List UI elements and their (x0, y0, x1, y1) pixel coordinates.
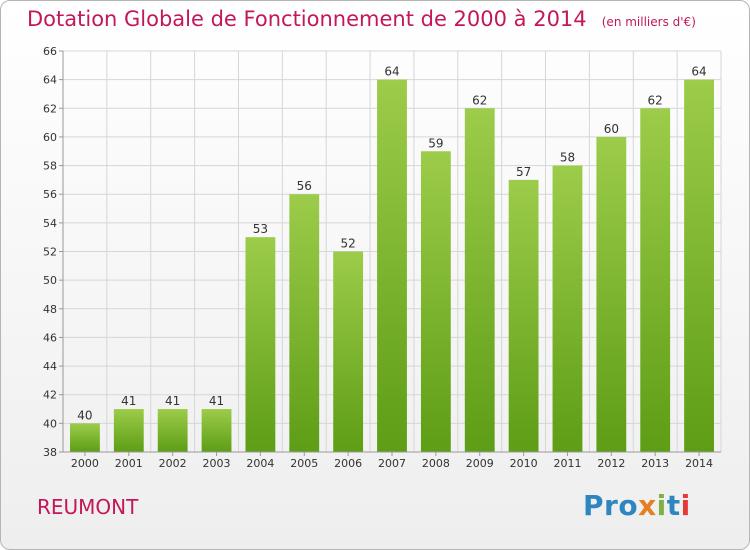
bar-2013 (640, 108, 671, 453)
bar-2007 (377, 79, 407, 453)
x-tick-label: 2008 (422, 457, 450, 470)
x-tick-label: 2010 (510, 457, 538, 470)
logo-letter: i (656, 489, 667, 522)
data-label: 41 (165, 394, 180, 408)
data-label: 53 (253, 222, 268, 236)
bar-2011 (552, 165, 583, 453)
bar-2008 (420, 151, 451, 452)
data-label: 41 (121, 394, 136, 408)
x-tick-label: 2009 (466, 457, 494, 470)
data-label: 58 (560, 151, 575, 165)
bar-2010 (508, 179, 539, 452)
y-tick-label: 48 (43, 303, 57, 316)
bar-2004 (245, 237, 276, 452)
x-tick-label: 2002 (159, 457, 187, 470)
x-tick-label: 2007 (378, 457, 406, 470)
x-tick-label: 2005 (290, 457, 318, 470)
bar-2001 (113, 409, 144, 452)
logo-letter: t (666, 489, 681, 522)
x-tick-label: 2011 (553, 457, 581, 470)
y-tick-label: 50 (43, 274, 57, 287)
y-tick-label: 40 (43, 417, 57, 430)
city-name: REUMONT (37, 495, 139, 519)
y-tick-label: 42 (43, 389, 57, 402)
bar-2000 (70, 423, 100, 452)
data-label: 41 (209, 394, 224, 408)
x-tick-label: 2003 (203, 457, 231, 470)
logo-letter: o (618, 489, 639, 522)
y-tick-label: 46 (43, 331, 57, 344)
x-tick-label: 2006 (334, 457, 362, 470)
bars: 40 41 41 41 53 56 52 64 59 62 57 58 60 62 64 (70, 65, 714, 453)
y-tick-label: 44 (43, 360, 57, 373)
data-label: 59 (428, 136, 443, 150)
y-tick-label: 66 (43, 45, 57, 58)
bar-2006 (333, 251, 364, 452)
x-tick-label: 2013 (641, 457, 669, 470)
x-tick-label: 2000 (71, 457, 99, 470)
bar-2005 (289, 194, 320, 452)
bar-2012 (596, 136, 627, 452)
proxiti-logo[interactable]: Proxiti (583, 489, 691, 522)
y-tick-label: 58 (43, 160, 57, 173)
x-tick-label: 2004 (246, 457, 274, 470)
chart-subtitle: (en milliers d'€) (601, 15, 696, 29)
data-label: 60 (604, 122, 619, 136)
y-tick-label: 64 (43, 74, 57, 87)
x-tick-label: 2012 (597, 457, 625, 470)
logo-letter: x (638, 489, 657, 522)
data-label: 52 (340, 237, 355, 251)
bar-2009 (464, 108, 495, 453)
data-label: 64 (691, 65, 706, 79)
chart-title: Dotation Globale de Fonctionnement de 20… (27, 7, 587, 31)
data-label: 40 (77, 408, 92, 422)
data-label: 62 (472, 93, 487, 107)
axes: 38 40 42 44 46 48 50 52 54 56 58 60 62 64 66 2000 2001 20… (43, 45, 721, 470)
x-tick-label: 2001 (115, 457, 143, 470)
data-label: 62 (648, 93, 663, 107)
x-tick-label: 2014 (685, 457, 713, 470)
bar-2003 (201, 409, 232, 452)
data-label: 56 (297, 179, 312, 193)
data-label: 64 (384, 65, 399, 79)
y-tick-label: 60 (43, 131, 57, 144)
y-tick-label: 54 (43, 217, 57, 230)
logo-letter: i (680, 489, 691, 522)
y-tick-label: 52 (43, 246, 57, 259)
logo-letter: P (583, 489, 605, 522)
y-tick-label: 56 (43, 188, 57, 201)
y-tick-label: 38 (43, 446, 57, 459)
y-tick-label: 62 (43, 102, 57, 115)
logo-letter: r (604, 489, 619, 522)
title-block: Dotation Globale de Fonctionnement de 20… (27, 7, 696, 31)
bar-2014 (684, 79, 714, 453)
bar-2002 (157, 409, 188, 452)
data-label: 57 (516, 165, 531, 179)
